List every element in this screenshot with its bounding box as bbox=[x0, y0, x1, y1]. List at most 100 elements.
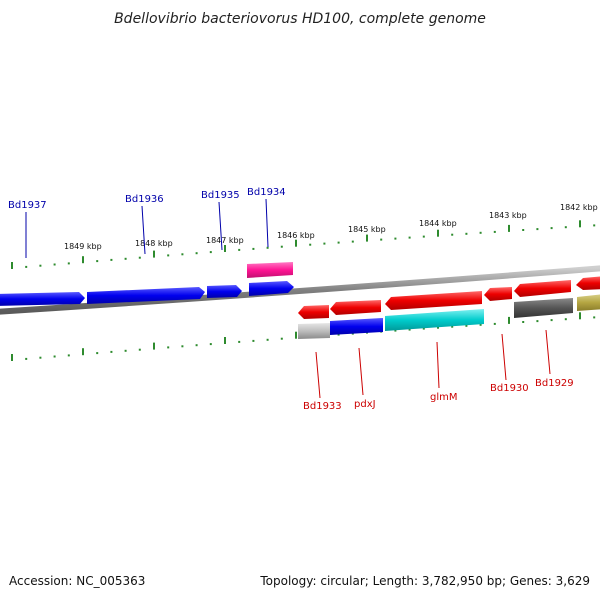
gene-label-bd1930[interactable]: Bd1930 bbox=[490, 383, 529, 394]
leader-bd1936 bbox=[141, 205, 146, 255]
top-scale-minor-tick bbox=[39, 264, 42, 267]
gene-arrow-bd1935[interactable] bbox=[207, 285, 242, 298]
kbp-label-1848: 1848 kbp bbox=[135, 239, 173, 248]
top-scale-minor-tick bbox=[493, 230, 496, 233]
gene-arrow-red-6[interactable] bbox=[576, 276, 600, 290]
kbp-label-1842: 1842 kbp bbox=[560, 203, 598, 212]
gene-arrow-bd1934[interactable] bbox=[249, 281, 294, 296]
genome-backbone bbox=[0, 265, 600, 315]
bottom-scale-minor-tick bbox=[564, 318, 567, 321]
kbp-label-1845: 1845 kbp bbox=[348, 225, 386, 234]
bottom-scale-minor-tick bbox=[110, 350, 113, 353]
gene-arrow-bd1933[interactable] bbox=[298, 305, 329, 319]
top-scale-minor-tick bbox=[195, 252, 198, 255]
gene-arrow-bd1936[interactable] bbox=[87, 287, 205, 304]
bottom-scale-major-tick bbox=[224, 337, 226, 344]
top-scale-major-tick bbox=[579, 220, 581, 228]
bottom-scale-minor-tick bbox=[479, 323, 482, 326]
kbp-label-1847: 1847 kbp bbox=[206, 236, 244, 245]
bottom-scale-minor-tick bbox=[408, 328, 411, 331]
bottom-scale-minor-tick bbox=[195, 344, 198, 347]
top-scale-minor-tick bbox=[67, 262, 70, 265]
genome-title: Bdellovibrio bacteriovorus HD100, comple… bbox=[114, 11, 486, 27]
bottom-scale-minor-tick bbox=[209, 343, 212, 346]
gene-label-bd1936[interactable]: Bd1936 bbox=[125, 194, 164, 205]
top-scale-minor-tick bbox=[351, 240, 354, 243]
gene-label-bd1929[interactable]: Bd1929 bbox=[535, 378, 574, 389]
gene-box-gray[interactable] bbox=[298, 323, 330, 339]
gene-box-bd1929[interactable] bbox=[577, 294, 600, 311]
top-scale-minor-tick bbox=[564, 226, 567, 229]
leader-bd1933 bbox=[315, 351, 321, 399]
bottom-scale bbox=[11, 312, 596, 361]
bottom-scale-major-tick bbox=[11, 354, 13, 361]
top-scale-major-tick bbox=[437, 229, 439, 237]
bottom-scale-major-tick bbox=[579, 312, 581, 320]
top-scale-minor-tick bbox=[238, 248, 241, 251]
gene-box-pdxJ[interactable] bbox=[330, 318, 383, 335]
bottom-scale-minor-tick bbox=[252, 339, 255, 342]
bottom-scale-minor-tick bbox=[493, 322, 496, 325]
bottom-scale-major-tick bbox=[82, 348, 84, 356]
top-scale-minor-tick bbox=[593, 224, 596, 227]
leader-pdxJ bbox=[358, 347, 364, 396]
top-scale-minor-tick bbox=[337, 241, 340, 244]
bottom-scale-minor-tick bbox=[465, 324, 468, 327]
gene-label-bd1937[interactable]: Bd1937 bbox=[8, 200, 47, 211]
top-scale-minor-tick bbox=[394, 237, 397, 240]
gene-box-glmM[interactable] bbox=[385, 309, 484, 331]
bottom-scale-minor-tick bbox=[96, 352, 99, 355]
bottom-scale-minor-tick bbox=[536, 320, 539, 323]
top-scale-minor-tick bbox=[408, 236, 411, 239]
top-scale-minor-tick bbox=[451, 233, 454, 236]
top-scale-minor-tick bbox=[536, 228, 539, 231]
top-scale-minor-tick bbox=[550, 227, 553, 230]
top-scale-major-tick bbox=[153, 250, 155, 258]
bottom-scale-minor-tick bbox=[550, 319, 553, 322]
bottom-scale-minor-tick bbox=[25, 357, 28, 360]
gene-arrow-red-2[interactable] bbox=[330, 300, 381, 315]
top-scale-minor-tick bbox=[522, 229, 525, 231]
top-scale-major-tick bbox=[508, 224, 510, 232]
gene-label-pdxJ[interactable]: pdxJ bbox=[354, 399, 376, 410]
gene-box-bd1930[interactable] bbox=[514, 298, 573, 318]
kbp-label-1846: 1846 kbp bbox=[277, 231, 315, 240]
bottom-scale-major-tick bbox=[153, 342, 155, 350]
leader-bd1929 bbox=[545, 329, 551, 375]
bottom-scale-minor-tick bbox=[337, 333, 340, 336]
gene-label-bd1933[interactable]: Bd1933 bbox=[303, 401, 342, 412]
top-scale-minor-tick bbox=[266, 246, 269, 249]
gene-arrow-red-4[interactable] bbox=[484, 287, 512, 301]
gene-label-glmM[interactable]: glmM bbox=[430, 392, 458, 403]
bottom-scale-minor-tick bbox=[238, 340, 241, 343]
top-scale-minor-tick bbox=[309, 243, 312, 246]
kbp-label-1843: 1843 kbp bbox=[489, 211, 527, 220]
top-scale-minor-tick bbox=[252, 247, 255, 250]
top-scale-major-tick bbox=[82, 256, 84, 264]
bottom-scale-minor-tick bbox=[593, 316, 596, 319]
gene-label-bd1935[interactable]: Bd1935 bbox=[201, 190, 240, 201]
top-scale-minor-tick bbox=[422, 235, 425, 238]
kbp-label-1849: 1849 kbp bbox=[64, 242, 102, 251]
top-scale-minor-tick bbox=[110, 258, 113, 261]
bottom-scale-minor-tick bbox=[181, 345, 184, 348]
bottom-scale-major-tick bbox=[508, 316, 510, 324]
top-scale-minor-tick bbox=[181, 253, 184, 256]
gene-arrow-bd1937[interactable] bbox=[0, 292, 85, 306]
gene-label-bd1934[interactable]: Bd1934 bbox=[247, 187, 286, 198]
gene-arrow-red-5[interactable] bbox=[514, 280, 571, 297]
bottom-scale-minor-tick bbox=[138, 348, 141, 351]
accession-text: Accession: NC_005363 bbox=[9, 574, 146, 588]
gene-arrow-glmM-red[interactable] bbox=[385, 291, 482, 310]
bottom-scale-minor-tick bbox=[394, 329, 397, 332]
leader-glmM bbox=[436, 341, 440, 389]
top-scale-minor-tick bbox=[53, 263, 56, 266]
gene-box-pink[interactable] bbox=[247, 262, 293, 278]
top-scale-minor-tick bbox=[280, 245, 283, 248]
top-scale-minor-tick bbox=[138, 256, 141, 259]
bottom-scale-minor-tick bbox=[167, 346, 170, 349]
bottom-scale-minor-tick bbox=[422, 327, 425, 330]
top-scale-major-tick bbox=[224, 245, 226, 252]
top-scale bbox=[11, 220, 596, 269]
